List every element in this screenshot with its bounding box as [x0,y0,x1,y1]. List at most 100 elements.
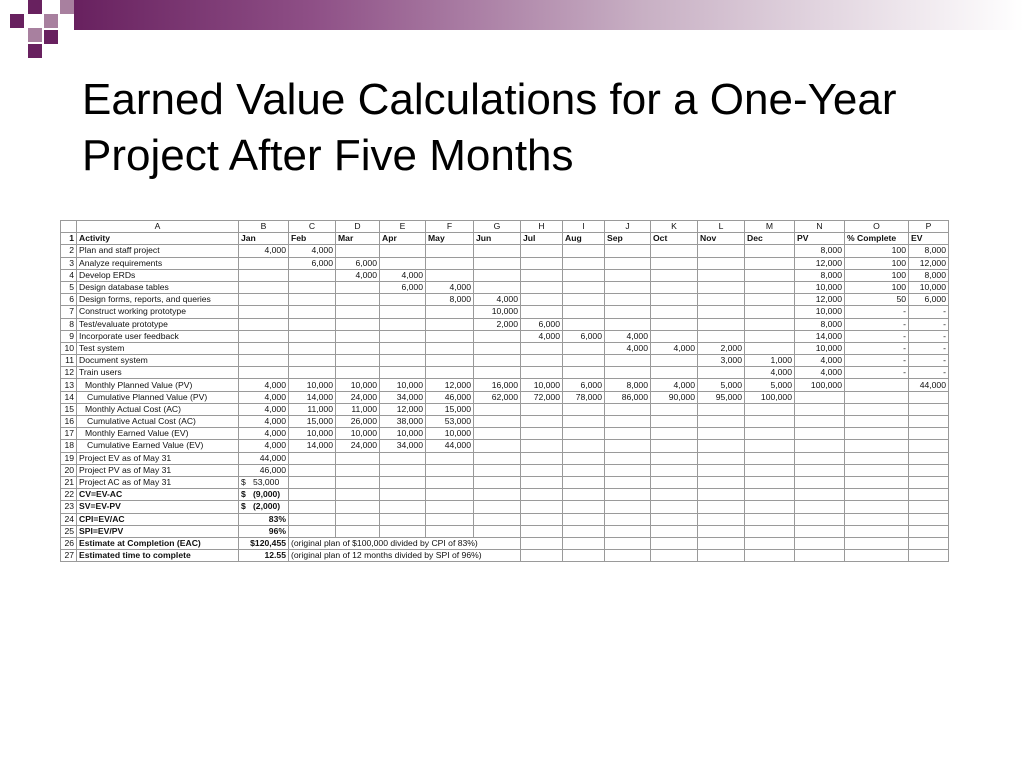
summary-label: CPI=EV/AC [76,512,239,526]
value-cell [288,317,336,331]
value-cell: 10,000 [335,427,380,441]
column-letter: D [335,219,380,234]
value-cell: May [425,232,474,246]
row-number: 14 [60,390,77,404]
empty-cell [335,500,380,514]
value-cell [425,317,474,331]
value-cell [744,329,795,343]
decor-gradient-bar [74,0,1024,30]
empty-cell [379,475,426,490]
row-number: 27 [60,549,77,563]
empty-cell [335,475,380,490]
summary-row: 21 Project AC as of May 31 $ 53,000 [60,475,949,490]
value-cell [697,427,745,441]
value-cell: 4,000 [794,354,845,368]
empty-cell [604,500,651,514]
summary-label: CV=EV-AC [76,488,239,502]
summary-value: 12.55 [238,549,289,563]
value-cell: - [908,341,949,356]
value-cell [697,317,745,331]
value-cell: 14,000 [288,439,336,453]
value-cell [473,329,521,343]
value-cell [604,439,651,453]
empty-cell [335,512,380,526]
table-row: 8 Test/evaluate prototype 2,000 6,000 8,000-… [60,317,949,331]
value-cell: 10,000 [520,378,563,392]
summary-row: 26 Estimate at Completion (EAC) $120,455 (o… [60,536,949,551]
value-cell: 10,000 [288,427,336,441]
empty-cell [335,524,380,538]
value-cell: 4,000 [288,244,336,258]
value-cell: 6,000 [335,256,380,270]
empty-cell [908,488,949,502]
value-cell [288,293,336,307]
summary-value: $120,455 [238,536,289,551]
value-cell: 15,000 [288,414,336,429]
value-cell [604,354,651,368]
value-cell [238,305,289,319]
value-cell [562,244,605,258]
value-cell: 1,000 [744,354,795,368]
header-row: 1 Activity Jan Feb Mar Apr May Jun Jul Aug Sep Oct N… [60,232,949,246]
empty-cell [844,463,909,477]
column-letter: G [473,219,521,234]
value-cell: 5,000 [697,378,745,392]
empty-cell [425,488,474,502]
value-cell [288,366,336,380]
value-cell [520,268,563,282]
value-cell [335,293,380,307]
value-cell: - [908,329,949,343]
summary-note: (original plan of 12 months divided by S… [288,549,521,563]
empty-cell [908,463,949,477]
empty-cell [562,475,605,490]
value-cell [425,305,474,319]
value-cell [697,268,745,282]
value-cell [562,268,605,282]
summary-row: 25 SPI=EV/PV 96% [60,524,949,538]
value-cell [379,341,426,356]
table-row: 16 Cumulative Actual Cost (AC) 4,000 15,000… [60,414,949,429]
empty-cell [473,475,521,490]
row-number: 11 [60,354,77,368]
row-number: 23 [60,500,77,514]
value-cell [379,329,426,343]
empty-cell [697,536,745,551]
value-cell: 10,000 [379,427,426,441]
empty-cell [744,451,795,465]
value-cell: 4,000 [238,427,289,441]
value-cell [697,305,745,319]
column-letter: C [288,219,336,234]
table-row: 17 Monthly Earned Value (EV) 4,000 10,000 10… [60,427,949,441]
value-cell [604,414,651,429]
summary-value: 83% [238,512,289,526]
value-cell: 100,000 [794,378,845,392]
value-cell [562,366,605,380]
activity-cell: Incorporate user feedback [76,329,239,343]
value-cell [520,256,563,270]
value-cell: 38,000 [379,414,426,429]
activity-cell: Cumulative Actual Cost (AC) [76,414,239,429]
value-cell: Mar [335,232,380,246]
value-cell: 4,000 [238,244,289,258]
value-cell [744,402,795,417]
empty-cell [604,463,651,477]
value-cell [335,329,380,343]
value-cell [562,402,605,417]
value-cell: - [844,317,909,331]
value-cell [425,366,474,380]
empty-cell [908,524,949,538]
empty-cell [604,512,651,526]
empty-cell [650,500,698,514]
empty-cell [794,512,845,526]
column-letter: F [425,219,474,234]
value-cell: 46,000 [425,390,474,404]
value-cell [520,341,563,356]
activity-cell: Analyze requirements [76,256,239,270]
table-row: 14 Cumulative Planned Value (PV) 4,000 14,0… [60,390,949,404]
value-cell: 4,000 [238,414,289,429]
table-row: 11 Document system 3,000 1,000 4,000- - [60,354,949,368]
value-cell [650,293,698,307]
empty-cell [520,475,563,490]
value-cell [697,244,745,258]
empty-cell [562,512,605,526]
